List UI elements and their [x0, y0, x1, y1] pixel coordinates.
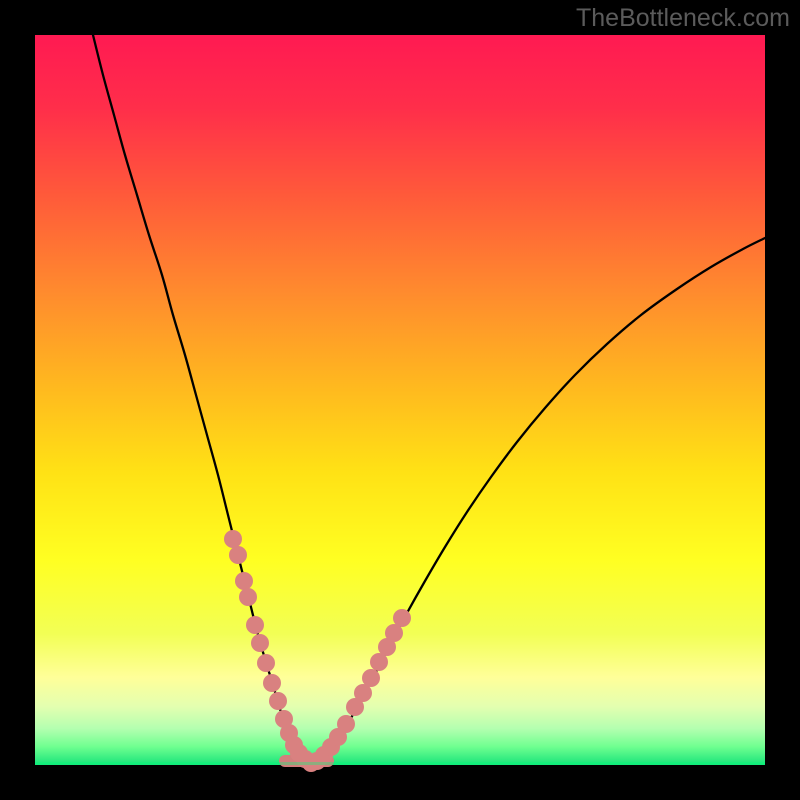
curve-path	[311, 238, 765, 764]
data-marker	[269, 692, 287, 710]
bottom-highlight-strip	[35, 762, 765, 765]
data-marker	[235, 572, 253, 590]
data-marker	[257, 654, 275, 672]
curve-path	[93, 35, 311, 764]
data-marker	[251, 634, 269, 652]
data-marker	[263, 674, 281, 692]
data-marker	[362, 669, 380, 687]
plot-area	[35, 35, 765, 765]
data-marker	[337, 715, 355, 733]
data-marker	[229, 546, 247, 564]
data-marker	[246, 616, 264, 634]
chart-root: TheBottleneck.com	[0, 0, 800, 800]
data-marker	[393, 609, 411, 627]
curve-layer	[35, 35, 765, 765]
data-marker	[239, 588, 257, 606]
watermark-text: TheBottleneck.com	[576, 4, 790, 33]
